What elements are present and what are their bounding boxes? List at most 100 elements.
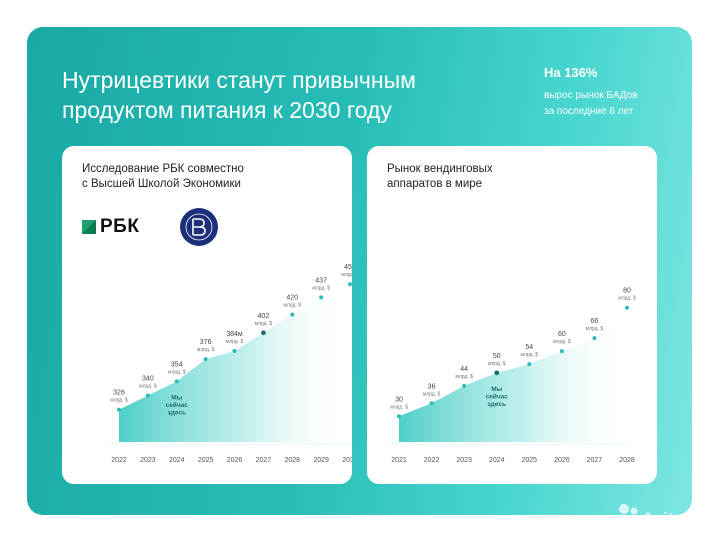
year-tick-label: 2022 bbox=[424, 457, 440, 464]
data-label: 340 bbox=[142, 376, 154, 383]
data-unit-label: млрд. $ bbox=[390, 404, 408, 410]
here-annotation: здесь bbox=[487, 401, 506, 408]
data-label: 376 bbox=[200, 339, 212, 346]
year-tick-label: 2027 bbox=[256, 457, 272, 464]
data-point bbox=[559, 349, 564, 354]
data-unit-label: млрд. $ bbox=[423, 391, 441, 397]
data-point bbox=[290, 312, 295, 317]
vending-card-title-line2: аппаратов в мире bbox=[387, 178, 483, 190]
data-unit-label: млрд. $ bbox=[341, 272, 352, 278]
data-point bbox=[117, 407, 121, 412]
data-point bbox=[462, 383, 467, 388]
data-unit-label: млрд. $ bbox=[168, 369, 186, 375]
data-unit-label: млрд. $ bbox=[139, 384, 157, 390]
rbc-card-title: Исследование РБК совместно с Высшей Школ… bbox=[82, 162, 322, 192]
area-fill bbox=[119, 284, 350, 442]
data-label: 326 bbox=[113, 390, 125, 397]
data-point bbox=[592, 336, 597, 341]
year-tick-label: 2027 bbox=[587, 457, 603, 464]
rbc-card-title-line2: с Высшей Школой Экономики bbox=[82, 178, 241, 190]
data-point bbox=[494, 370, 500, 376]
stat-caption-line2: за последние 6 лет bbox=[544, 106, 634, 117]
year-tick-label: 2024 bbox=[489, 457, 505, 464]
data-point bbox=[527, 362, 532, 367]
stat-caption-line1: вырос рынок БАДов bbox=[544, 90, 638, 101]
here-annotation: сейчас bbox=[486, 392, 509, 400]
stat-block: На 136% вырос рынок БАДов за последние 6… bbox=[544, 65, 684, 120]
rbc-card-title-line1: Исследование РБК совместно bbox=[82, 163, 244, 175]
data-unit-label: млрд. $ bbox=[255, 321, 273, 327]
avito-watermark: Avito bbox=[619, 504, 684, 528]
slide-title-line1: Нутрицевтики станут привычным bbox=[62, 67, 416, 93]
area-fill bbox=[399, 307, 627, 442]
data-label: 54 bbox=[525, 344, 533, 351]
rbk-logo: РБК bbox=[82, 216, 139, 238]
here-annotation: Мы bbox=[171, 394, 182, 401]
here-annotation: Мы bbox=[491, 386, 502, 393]
year-tick-label: 2025 bbox=[521, 457, 537, 464]
vending-card-title-line1: Рынок вендинговых bbox=[387, 163, 493, 175]
data-point bbox=[203, 357, 208, 362]
year-tick-label: 2024 bbox=[169, 457, 185, 464]
data-point bbox=[232, 349, 237, 354]
data-label: 450 bbox=[344, 264, 352, 271]
stat-percent: На 136% bbox=[544, 65, 598, 80]
slide-title: Нутрицевтики станут привычным продуктом … bbox=[62, 65, 482, 125]
data-label: 420 bbox=[286, 295, 298, 302]
year-tick-label: 2023 bbox=[456, 457, 472, 464]
data-label: 80 bbox=[623, 288, 631, 295]
vending-market-card: Рынок вендинговых аппаратов в мире 30 млр… bbox=[367, 146, 657, 484]
data-point bbox=[625, 305, 629, 310]
year-tick-label: 2022 bbox=[111, 457, 127, 464]
data-label: 30 bbox=[395, 396, 403, 403]
year-tick-label: 2021 bbox=[391, 457, 407, 464]
year-tick-label: 2025 bbox=[198, 457, 214, 464]
hse-seal-icon bbox=[180, 208, 218, 246]
data-unit-label: млрд. $ bbox=[553, 339, 571, 345]
data-point bbox=[429, 401, 434, 406]
data-unit-label: млрд. $ bbox=[284, 303, 302, 309]
data-label: 402 bbox=[258, 313, 270, 320]
data-unit-label: млрд. $ bbox=[488, 361, 506, 367]
data-point bbox=[260, 330, 266, 336]
data-unit-label: млрд. $ bbox=[226, 339, 244, 345]
data-point bbox=[174, 379, 179, 384]
here-annotation: здесь bbox=[168, 409, 187, 416]
data-unit-label: млрд. $ bbox=[110, 398, 128, 404]
data-unit-label: млрд. $ bbox=[618, 296, 636, 302]
slide-title-line2: продуктом питания к 2030 году bbox=[62, 97, 392, 123]
year-tick-label: 2026 bbox=[554, 457, 570, 464]
year-tick-label: 2023 bbox=[140, 457, 156, 464]
year-tick-label: 2030 bbox=[342, 457, 352, 464]
rbk-logo-icon bbox=[82, 220, 96, 234]
vending-card-title: Рынок вендинговых аппаратов в мире bbox=[387, 162, 627, 192]
data-label: 66 bbox=[591, 318, 599, 325]
here-annotation: сейчас bbox=[166, 401, 189, 409]
data-unit-label: млрд. $ bbox=[197, 347, 215, 353]
data-label: 437 bbox=[315, 277, 327, 284]
data-point bbox=[348, 282, 352, 287]
data-label: 354 bbox=[171, 361, 183, 368]
rbc-research-card: Исследование РБК совместно с Высшей Школ… bbox=[62, 146, 352, 484]
data-unit-label: млрд. $ bbox=[586, 326, 604, 332]
year-tick-label: 2026 bbox=[227, 457, 243, 464]
year-tick-label: 2029 bbox=[313, 457, 329, 464]
rbk-logo-text: РБК bbox=[100, 216, 140, 237]
data-label: 50 bbox=[493, 353, 501, 360]
slide-background: Нутрицевтики станут привычным продуктом … bbox=[27, 27, 692, 515]
avito-watermark-text: Avito bbox=[642, 509, 684, 528]
data-unit-label: млрд. $ bbox=[521, 352, 539, 358]
data-label: 60 bbox=[558, 331, 566, 338]
data-label: 44 bbox=[460, 366, 468, 373]
data-point bbox=[397, 414, 401, 419]
data-unit-label: млрд. $ bbox=[455, 374, 473, 380]
data-label: 36 bbox=[428, 383, 436, 390]
year-tick-label: 2028 bbox=[284, 457, 300, 464]
year-tick-label: 2028 bbox=[619, 457, 635, 464]
data-point bbox=[319, 295, 324, 300]
data-unit-label: млрд. $ bbox=[312, 285, 330, 291]
data-point bbox=[145, 393, 150, 398]
data-label: 384м bbox=[226, 331, 243, 338]
